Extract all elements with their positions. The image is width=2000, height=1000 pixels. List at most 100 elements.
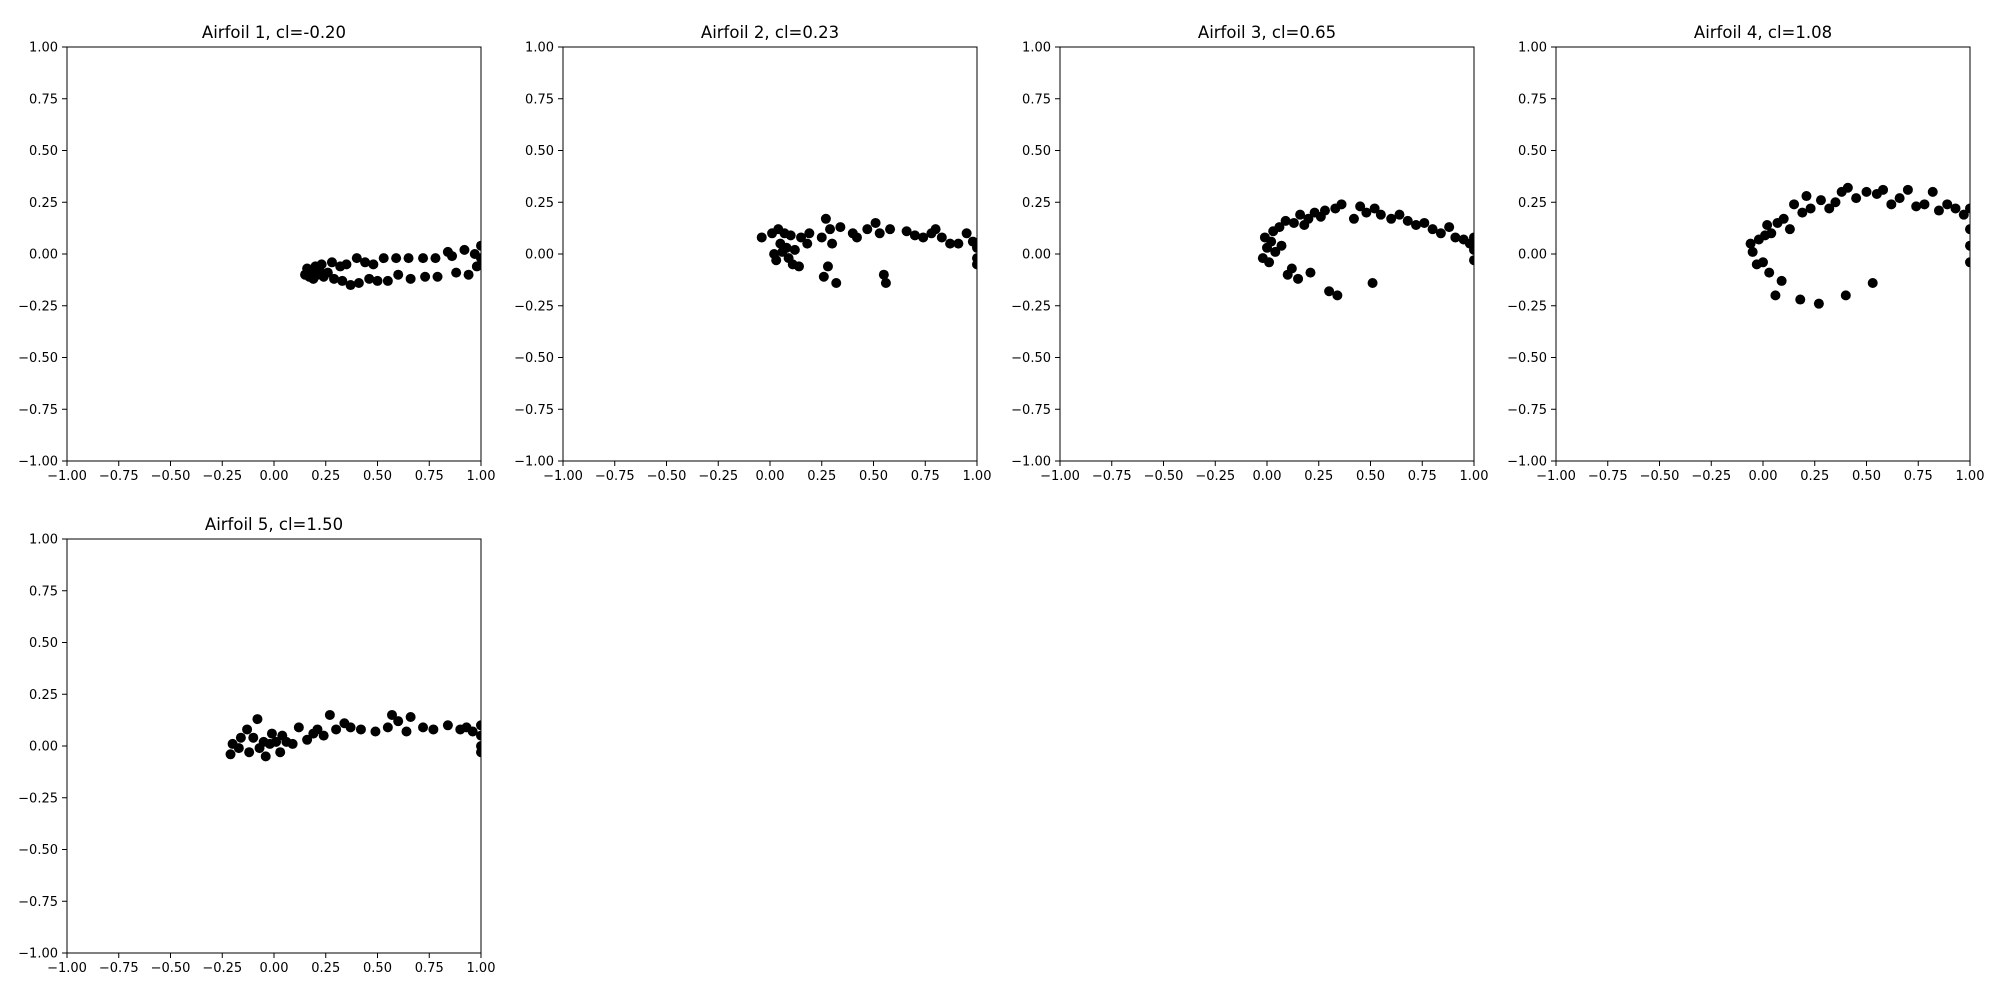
subplot-5: Airfoil 5, cl=1.50 −1.00 −0.75 −0.50 −0.25 0.… <box>18 515 495 976</box>
data-point <box>862 224 873 235</box>
y-tick-label: −1.00 <box>1011 455 1051 470</box>
y-tick-label: −0.75 <box>514 403 554 418</box>
subplot-3: Airfoil 3, cl=0.65 −1.00 −0.75 −0.50 −0.25 0.… <box>1011 23 1488 484</box>
x-tick-label: 0.00 <box>260 961 289 976</box>
data-point <box>324 709 335 720</box>
data-point <box>820 213 831 224</box>
data-point <box>901 226 912 237</box>
x-tick-label: −1.00 <box>1040 469 1080 484</box>
y-tick-label: 0.75 <box>1518 92 1547 107</box>
x-tick-label: 0.00 <box>260 469 289 484</box>
data-point <box>1375 209 1386 220</box>
y-tick-label: 0.00 <box>1518 248 1547 263</box>
data-point <box>1745 238 1756 249</box>
x-tick-label: −0.50 <box>647 469 687 484</box>
y-tick-label: −0.75 <box>1507 403 1547 418</box>
data-point <box>1764 267 1775 278</box>
data-point <box>793 261 804 272</box>
y-tick-label: 0.25 <box>525 196 554 211</box>
data-point <box>1965 203 1970 214</box>
x-tick-label: 1.00 <box>963 469 992 484</box>
data-point <box>1919 199 1930 210</box>
y-tick-label: −0.50 <box>18 843 58 858</box>
y-tick-label: −1.00 <box>18 455 58 470</box>
data-point <box>467 726 478 737</box>
x-tick-label: 0.75 <box>911 469 940 484</box>
data-point <box>945 238 956 249</box>
x-tick-label: −0.50 <box>151 469 191 484</box>
data-point <box>341 259 352 270</box>
points-group <box>1257 199 1474 301</box>
data-point <box>1766 228 1777 239</box>
y-tick-label: −1.00 <box>514 455 554 470</box>
x-tick-label: −0.50 <box>151 961 191 976</box>
data-point <box>1444 222 1455 233</box>
data-point <box>329 273 340 284</box>
data-point <box>818 271 829 282</box>
x-tick-label: −0.50 <box>1144 469 1184 484</box>
x-tick-label: 0.75 <box>1904 469 1933 484</box>
data-point <box>403 253 414 264</box>
x-tick-label: −0.25 <box>202 469 242 484</box>
y-tick-label: 0.75 <box>525 92 554 107</box>
data-point <box>878 269 889 280</box>
data-point <box>471 261 481 272</box>
y-tick-label: 1.00 <box>29 41 58 56</box>
y-tick-label: 1.00 <box>1022 41 1051 56</box>
data-point <box>1797 207 1808 218</box>
axes-frame <box>1555 46 1971 462</box>
data-point <box>1386 213 1397 224</box>
x-tick-label: −0.25 <box>698 469 738 484</box>
data-point <box>827 238 838 249</box>
data-point <box>822 261 833 272</box>
data-point <box>368 259 379 270</box>
axes-frame <box>66 538 482 954</box>
data-point <box>418 253 429 264</box>
data-point <box>756 232 767 243</box>
y-tick-label: −0.25 <box>18 791 58 806</box>
x-tick-label: 0.25 <box>807 469 836 484</box>
data-point <box>405 273 416 284</box>
data-point <box>364 273 375 284</box>
data-point <box>463 269 474 280</box>
x-tick-label: 1.00 <box>467 469 496 484</box>
x-tick-label: −1.00 <box>543 469 583 484</box>
data-point <box>393 269 404 280</box>
data-point <box>1842 182 1853 193</box>
data-point <box>1815 195 1826 206</box>
x-tick-label: −1.00 <box>47 469 87 484</box>
data-point <box>428 724 439 735</box>
data-point <box>1293 273 1304 284</box>
data-point <box>1911 201 1922 212</box>
data-point <box>930 224 941 235</box>
data-point <box>420 271 431 282</box>
data-point <box>831 277 842 288</box>
data-point <box>1958 209 1969 220</box>
data-point <box>1419 217 1430 228</box>
data-point <box>476 720 481 731</box>
y-tick-label: −0.50 <box>1507 351 1547 366</box>
data-point <box>355 724 366 735</box>
data-point <box>451 267 462 278</box>
x-tick-label: 0.50 <box>1356 469 1385 484</box>
points-group <box>300 240 481 291</box>
data-point <box>1319 205 1330 216</box>
x-tick-label: 0.75 <box>415 961 444 976</box>
data-point <box>271 736 282 747</box>
data-point <box>1830 197 1841 208</box>
y-tick-label: 0.00 <box>29 248 58 263</box>
data-point <box>1305 267 1316 278</box>
x-tick-label: 0.00 <box>756 469 785 484</box>
data-point <box>326 257 337 268</box>
data-point <box>909 230 920 241</box>
data-point <box>476 240 481 251</box>
data-point <box>918 232 929 243</box>
data-point <box>1274 222 1285 233</box>
data-point <box>260 751 271 762</box>
data-point <box>337 275 348 286</box>
data-point <box>287 738 298 749</box>
data-point <box>936 232 947 243</box>
data-point <box>1770 290 1781 301</box>
data-point <box>1332 290 1343 301</box>
data-point <box>1427 224 1438 235</box>
